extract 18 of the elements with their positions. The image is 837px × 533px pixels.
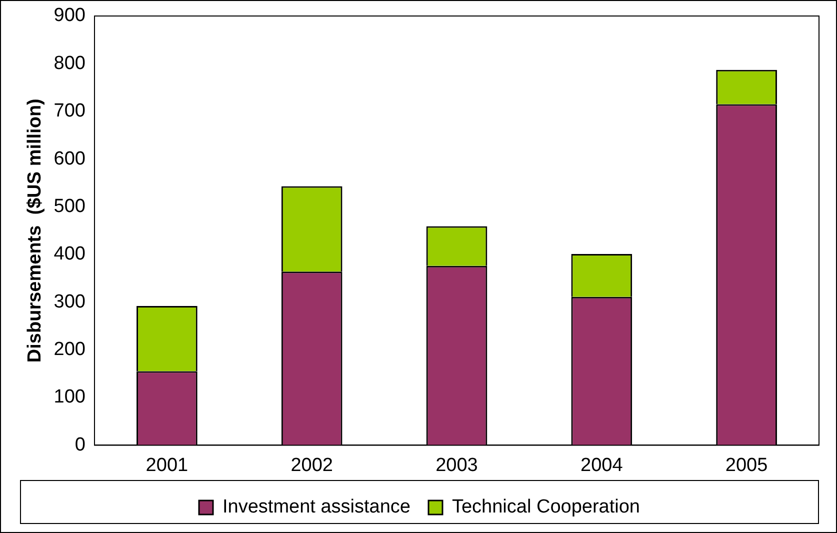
x-tick-label: 2004 — [580, 454, 624, 476]
y-tick-label: 500 — [54, 196, 86, 217]
legend-label: Investment assistance — [222, 496, 410, 518]
y-tick-label: 200 — [54, 339, 86, 360]
y-axis-title: Disbursements ($US million) — [24, 98, 46, 363]
y-tick-label: 300 — [54, 291, 86, 312]
y-tick-label: 700 — [54, 100, 86, 122]
y-tick-label: 900 — [54, 5, 86, 26]
y-tick-label: 100 — [54, 386, 86, 408]
x-tick-label: 2005 — [725, 454, 768, 476]
x-tick-label: 2002 — [290, 454, 333, 476]
y-tick-label: 400 — [54, 244, 86, 265]
x-tick-label: 2001 — [146, 454, 188, 476]
y-tick-label: 600 — [54, 148, 86, 170]
legend-label: Technical Cooperation — [452, 496, 640, 518]
y-tick-label: 800 — [54, 52, 86, 74]
x-tick-label: 2003 — [436, 454, 478, 476]
y-tick-label: 0 — [74, 434, 86, 456]
